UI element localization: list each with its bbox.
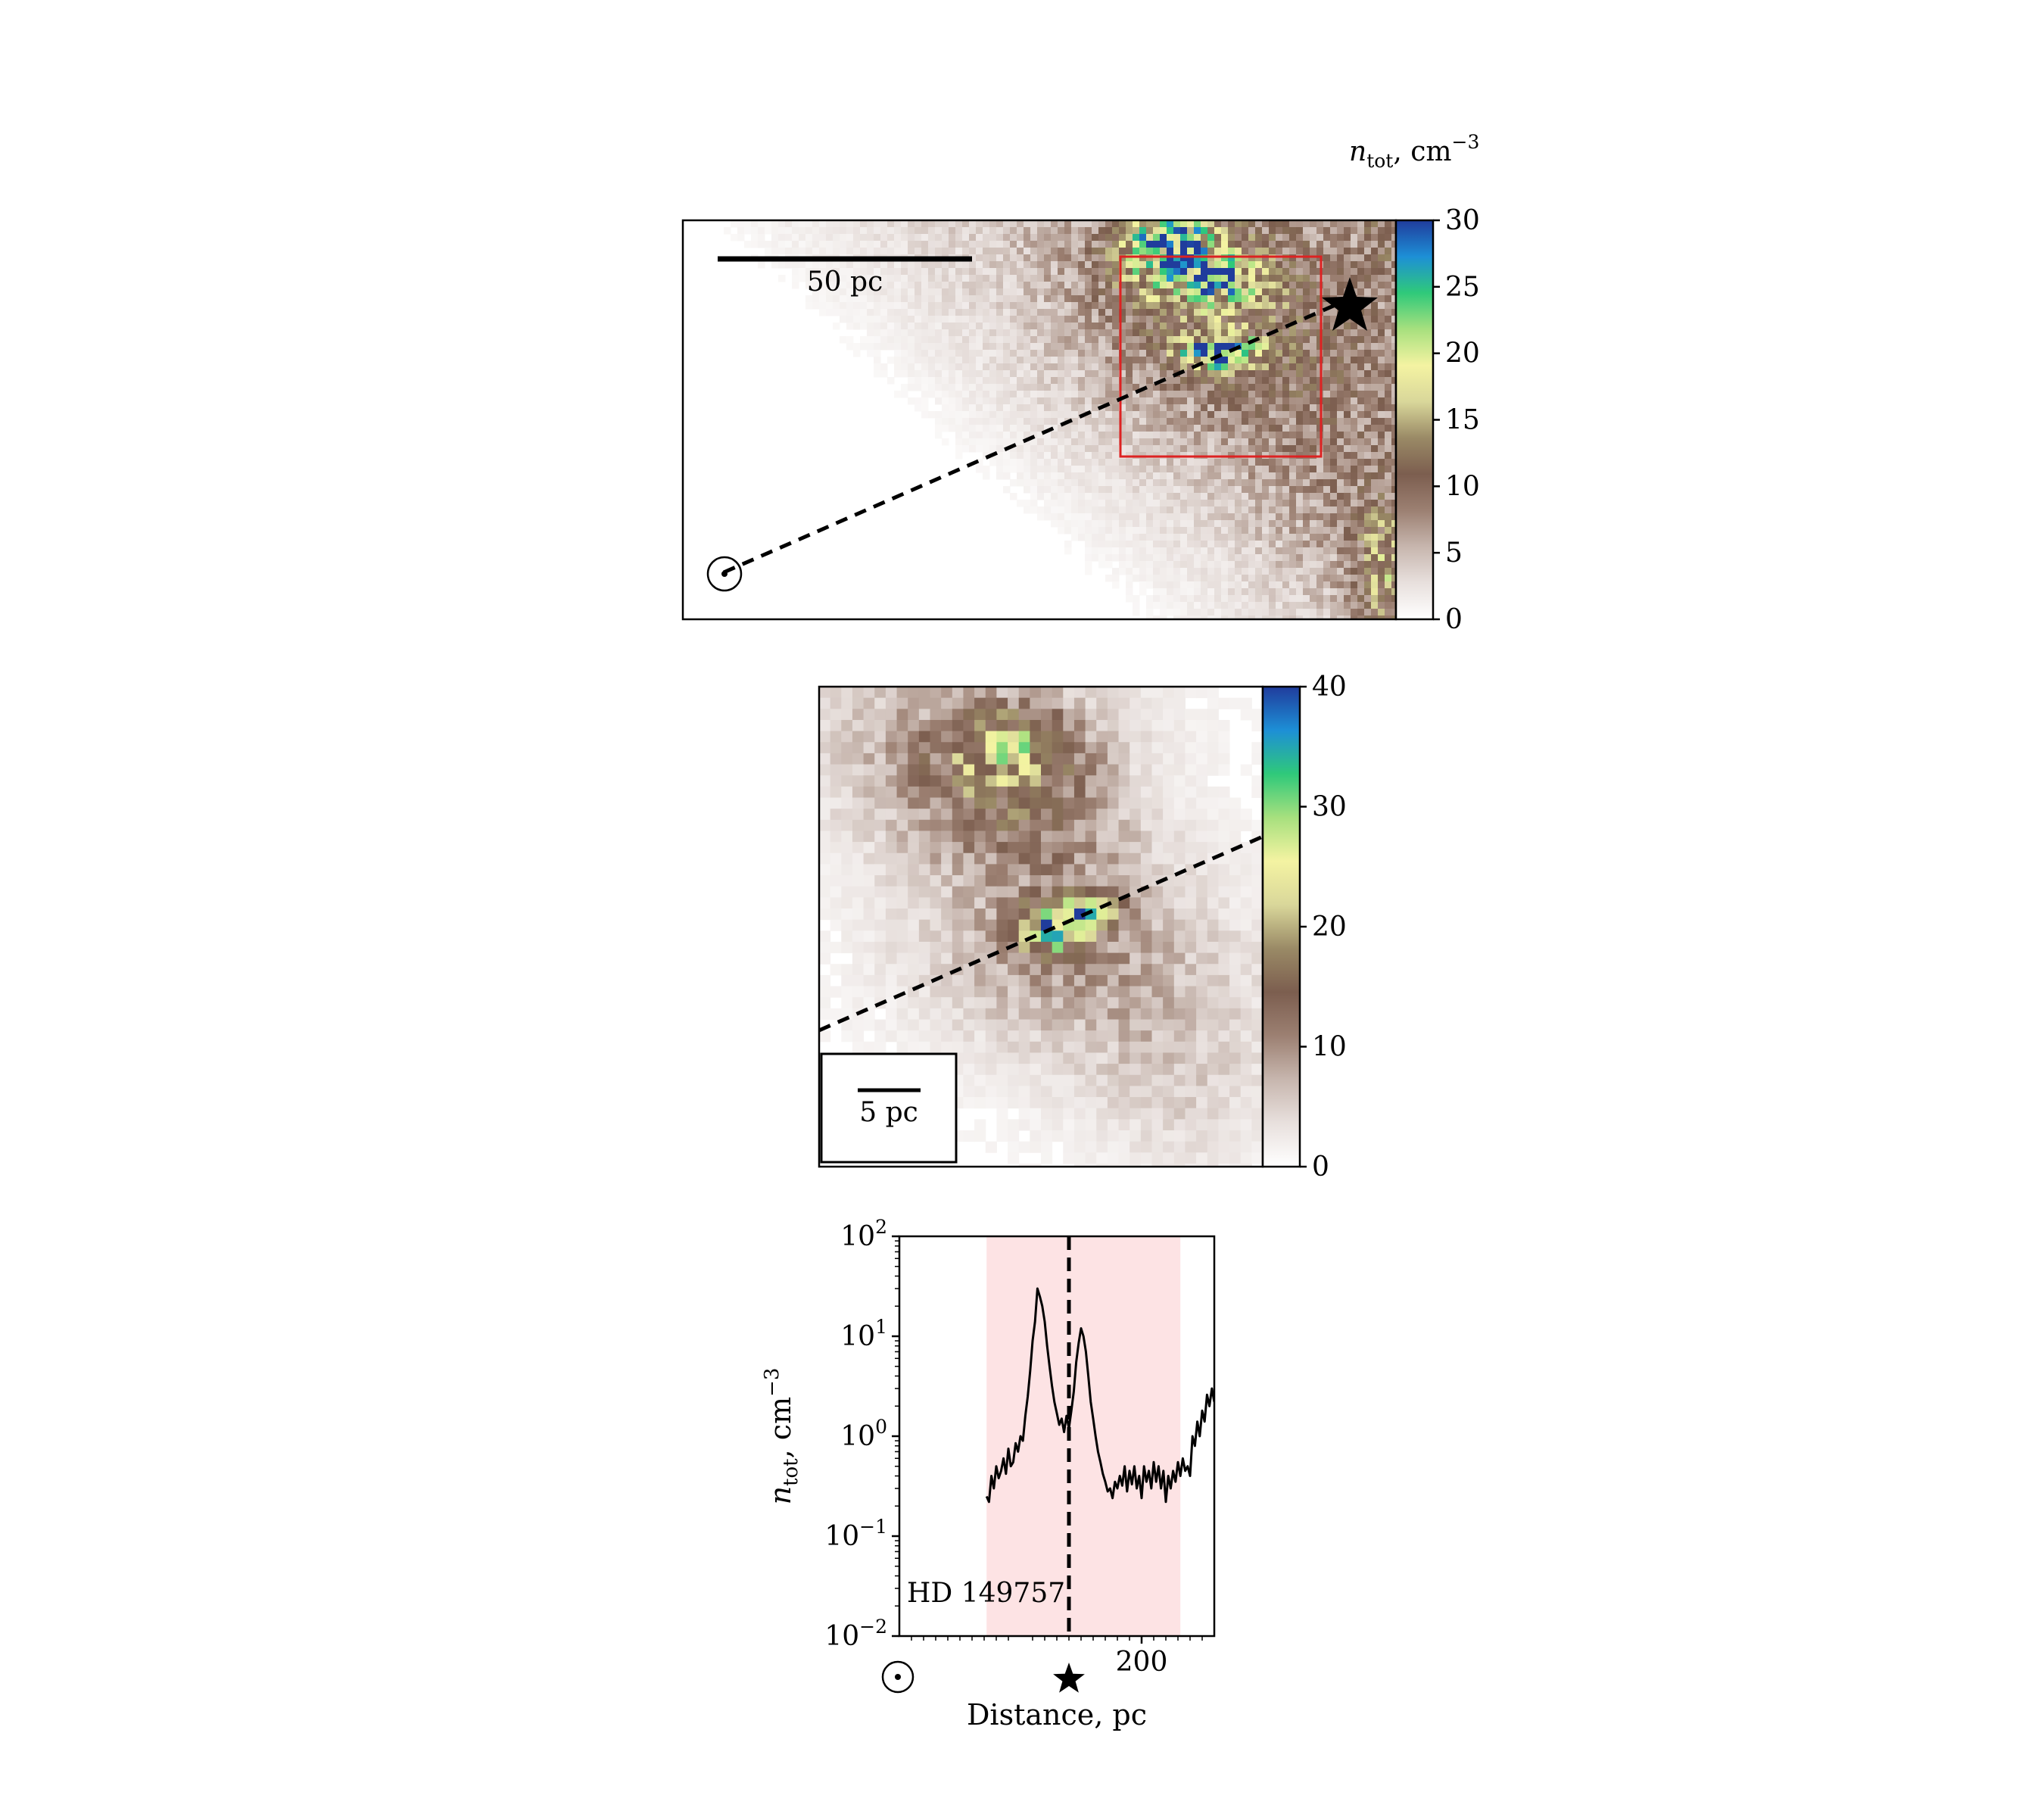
star-marker — [1322, 277, 1378, 331]
zoom-scalebar-label: 5 pc — [859, 1097, 918, 1128]
plot-series — [985, 1287, 1214, 1504]
sun-symbol — [706, 556, 743, 592]
colorbar-tick-label: 30 — [1312, 792, 1347, 823]
colorbar-tick-label: 40 — [1312, 672, 1347, 703]
shaded-region — [986, 1236, 1181, 1636]
colorbar-tick-label: 0 — [1312, 1152, 1329, 1183]
star-axis-marker — [1053, 1663, 1085, 1693]
zoom-colorbar: 0 10 20 30 40 — [1261, 672, 1347, 1183]
sun-axis-symbol-dot — [895, 1674, 901, 1680]
y-tick-label: 100 — [840, 1416, 887, 1452]
top-colorbar: 0 5 10 15 20 25 30 — [1394, 205, 1480, 635]
top-density-map: 50 pc — [681, 219, 1397, 621]
y-tick-label: 102 — [840, 1216, 887, 1252]
y-tick-label: 10−2 — [824, 1616, 887, 1652]
colorbar-tick-label: 10 — [1312, 1032, 1347, 1063]
y-axis-ticks: 102 101 100 10−1 10−2 — [824, 1216, 899, 1652]
colorbar-tick-label: 10 — [1445, 471, 1480, 502]
top-colorbar-bar — [1394, 219, 1435, 621]
y-axis-label: ntot, cm−3 — [761, 1368, 802, 1505]
zoom-region-box — [1119, 255, 1323, 458]
sun-symbol-dot — [721, 571, 728, 577]
x-tick-label: 200 — [1116, 1647, 1168, 1678]
zoom-scalebar-box — [820, 1052, 958, 1164]
colorbar-tick-label: 25 — [1445, 272, 1480, 303]
star-annotation: HD 149757 — [907, 1578, 1065, 1609]
colorbar-tick-label: 5 — [1445, 538, 1463, 569]
zoom-colorbar-bar — [1261, 685, 1301, 1168]
sun-axis-symbol — [881, 1660, 915, 1694]
colorbar-title: ntot, cm−3 — [1349, 131, 1479, 172]
zoom-map-heatmap — [819, 687, 1263, 1167]
series-line — [985, 1287, 1214, 1504]
colorbar-tick-label: 0 — [1445, 604, 1463, 635]
x-axis-label: Distance, pc — [967, 1698, 1147, 1731]
x-axis-ticks: 200 — [911, 1636, 1203, 1678]
zoom-density-map: 5 pc — [818, 685, 1264, 1168]
colorbar-tick-label: 20 — [1445, 338, 1480, 369]
scalebar-label: 50 pc — [807, 266, 883, 298]
top-map-heatmap — [724, 220, 1396, 619]
colorbar-tick-label: 15 — [1445, 405, 1480, 436]
colorbar-tick-label: 30 — [1445, 205, 1480, 236]
top-colorbar-ticks: 0 5 10 15 20 25 30 — [1433, 205, 1480, 635]
y-tick-label: 101 — [840, 1316, 887, 1352]
density-profile-plot: HD 149757 102 101 100 10−1 10−2 200 Distance… — [761, 1216, 1216, 1731]
zoom-colorbar-ticks: 0 10 20 30 40 — [1300, 672, 1347, 1183]
sightline — [722, 299, 1345, 575]
y-tick-label: 10−1 — [824, 1516, 887, 1552]
colorbar-tick-label: 20 — [1312, 912, 1347, 943]
